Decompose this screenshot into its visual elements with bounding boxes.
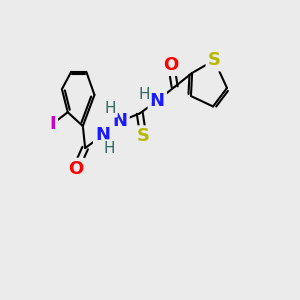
Text: I: I — [49, 115, 56, 133]
Text: S: S — [137, 128, 150, 146]
Text: H: H — [104, 140, 115, 155]
Text: O: O — [68, 160, 83, 178]
Text: N: N — [150, 92, 165, 110]
Text: N: N — [112, 112, 128, 130]
Text: H: H — [139, 87, 150, 102]
Text: H: H — [105, 101, 116, 116]
Text: O: O — [164, 56, 179, 74]
Text: S: S — [208, 51, 221, 69]
Text: N: N — [95, 126, 110, 144]
